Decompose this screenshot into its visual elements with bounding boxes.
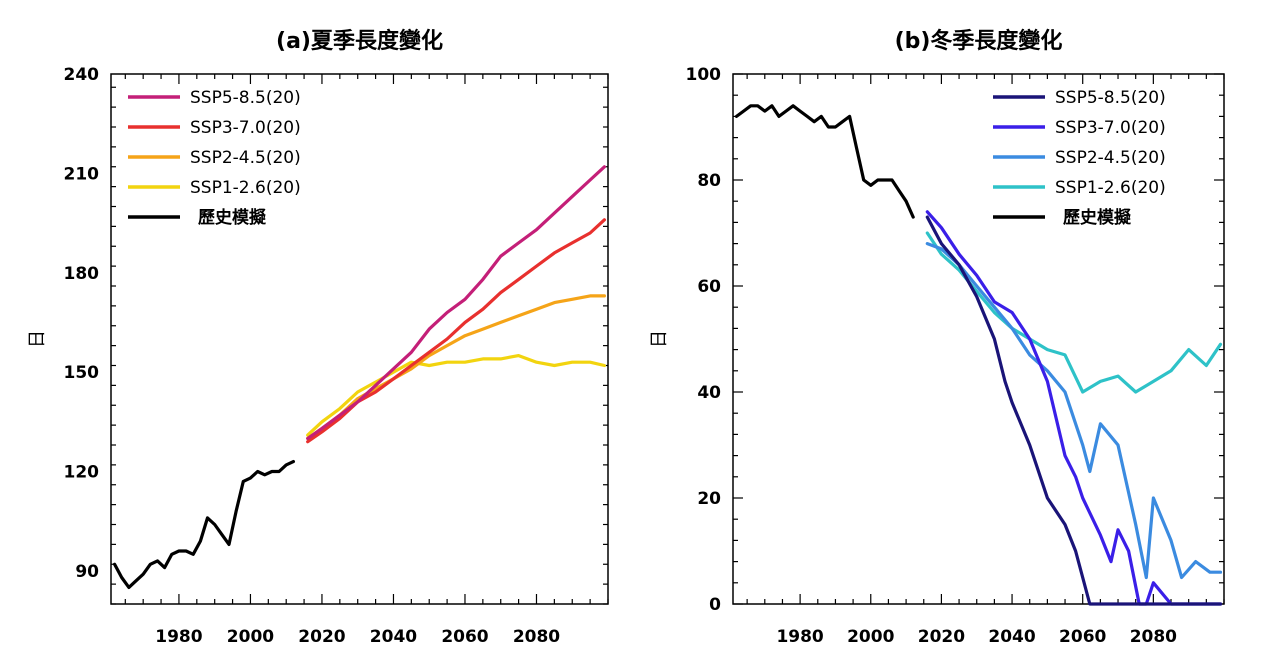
x-tick-label: 2000 (227, 627, 274, 647)
x-tick-label: 2060 (1059, 627, 1106, 647)
plot-frame (110, 73, 609, 605)
legend-label: SSP5-8.5(20) (1055, 88, 1166, 108)
series-line (734, 104, 915, 219)
legend-label: SSP5-8.5(20) (190, 88, 301, 108)
x-tick-label: 2080 (513, 627, 560, 647)
x-tick-label: 2040 (988, 627, 1035, 647)
winter-length-chart: (b)冬季長度變化日 0 20 40 60 80 100 1980 2000 2020 2040 20… (636, 0, 1271, 667)
y-axis-label: 日 (27, 330, 48, 348)
x-tick-label: 2040 (370, 627, 417, 647)
y-tick-label: 90 (75, 562, 99, 582)
legend-label: SSP3-7.0(20) (190, 118, 301, 138)
y-tick-label: 60 (697, 277, 721, 297)
y-tick-label: 40 (697, 383, 721, 403)
series-line (306, 165, 607, 440)
x-tick-label: 2060 (441, 627, 488, 647)
y-tick-label: 180 (64, 264, 100, 284)
y-tick-label: 20 (697, 489, 721, 509)
x-tick-label: 2080 (1130, 627, 1177, 647)
y-tick-label: 240 (64, 65, 100, 85)
legend-label: SSP3-7.0(20) (1055, 118, 1166, 138)
y-tick-label: 210 (64, 164, 100, 184)
chart-title: (b)冬季長度變化 (895, 28, 1063, 54)
legend-label: SSP2-4.5(20) (1055, 148, 1166, 168)
y-axis-label: 日 (649, 330, 670, 348)
series-line (925, 231, 1223, 394)
legend-label: SSP1-2.6(20) (190, 178, 301, 198)
y-tick-label: 80 (697, 171, 721, 191)
y-tick-label: 0 (709, 595, 721, 615)
series-line (112, 460, 295, 590)
series-line (306, 354, 607, 437)
y-tick-label: 120 (64, 463, 100, 483)
plot-frame (732, 73, 1225, 605)
legend-label: SSP1-2.6(20) (1055, 178, 1166, 198)
chart-title: (a)夏季長度變化 (276, 28, 443, 54)
series-line (306, 218, 607, 444)
series-line (306, 294, 607, 440)
summer-length-chart: (a)夏季長度變化日 90 120 150 180 210 240 1980 2000 2020 2… (27, 28, 609, 647)
x-tick-label: 2020 (918, 627, 965, 647)
x-tick-label: 2000 (847, 627, 894, 647)
y-tick-label: 150 (64, 363, 100, 383)
y-tick-label: 100 (686, 65, 722, 85)
legend-label: 歷史模擬 (198, 207, 267, 228)
legend-label: 歷史模擬 (1063, 207, 1132, 228)
series-line (925, 210, 1223, 606)
x-tick-label: 2020 (298, 627, 345, 647)
legend-label: SSP2-4.5(20) (190, 148, 301, 168)
x-tick-label: 1980 (155, 627, 202, 647)
series-line (925, 215, 1223, 606)
x-tick-label: 1980 (776, 627, 823, 647)
series-line (925, 242, 1223, 580)
